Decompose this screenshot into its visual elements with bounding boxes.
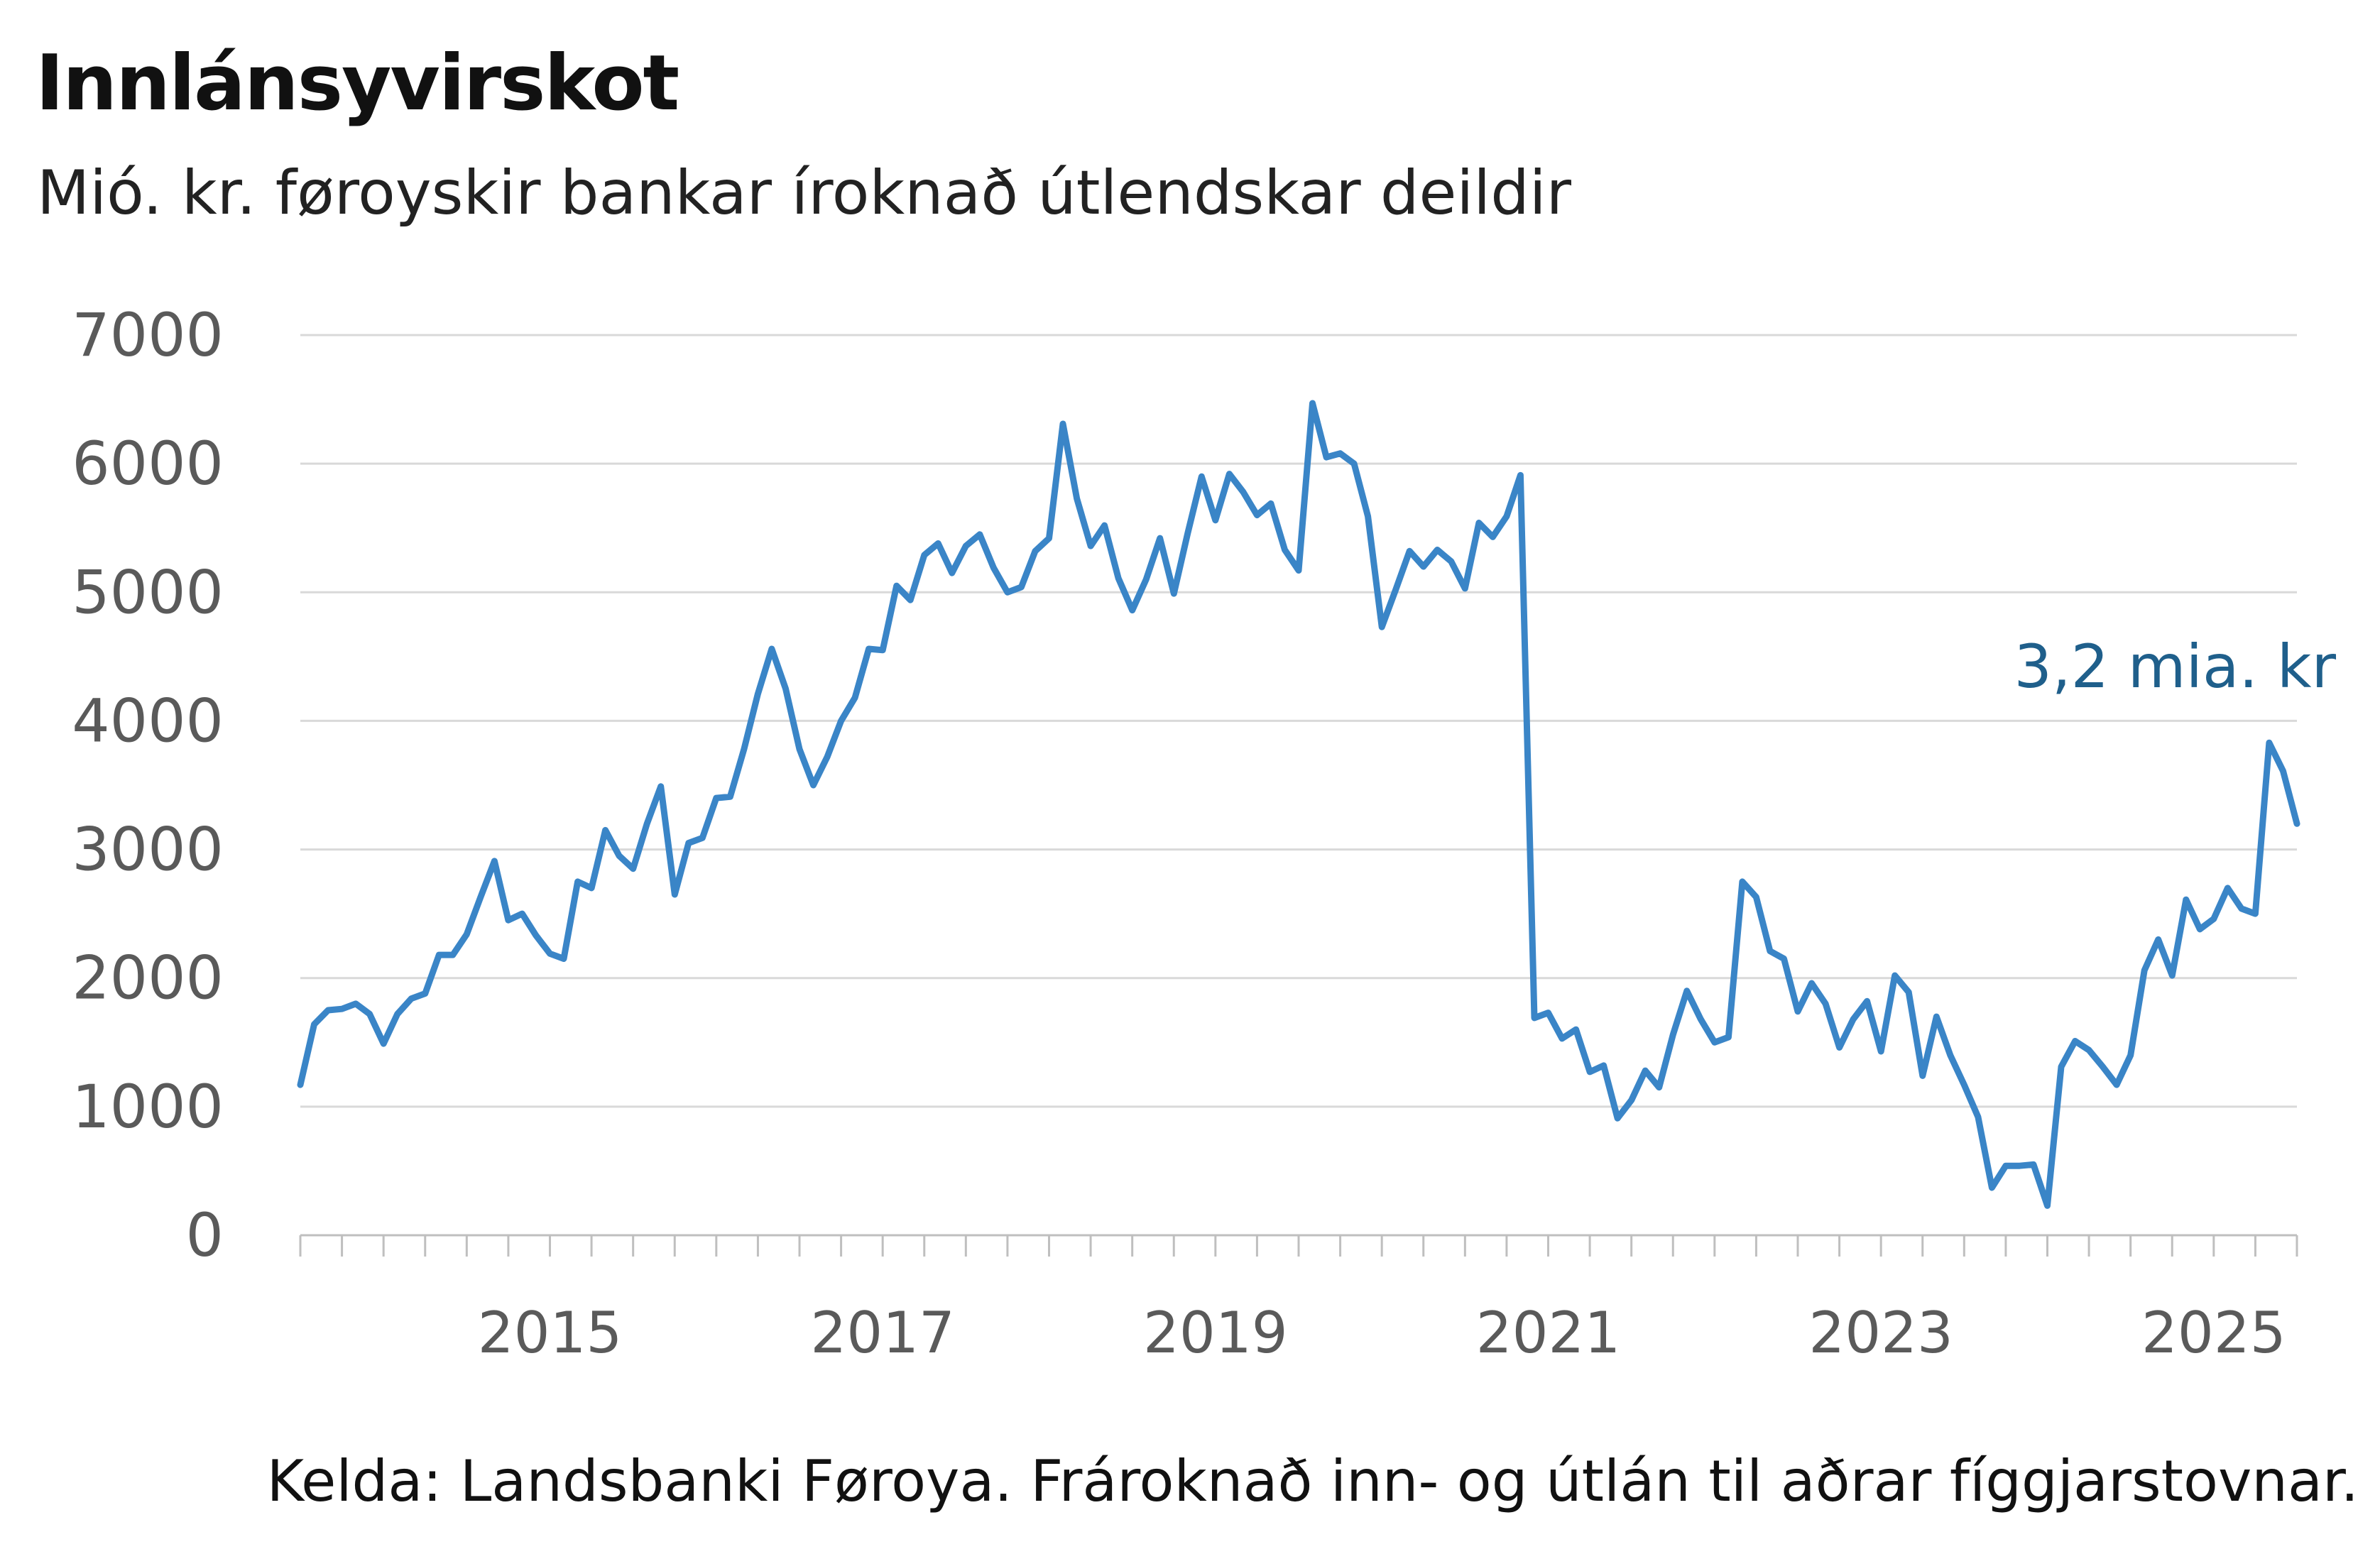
- x-tick-label: 2019: [1143, 1300, 1288, 1366]
- y-tick-label: 7000: [72, 300, 224, 370]
- x-tick-label: 2015: [478, 1300, 623, 1366]
- y-tick-label: 3000: [72, 815, 224, 885]
- y-tick-label: 6000: [72, 429, 224, 498]
- x-axis: [299, 1234, 2298, 1257]
- source-note: Kelda: Landsbanki Føroya. Frároknað inn-…: [266, 1448, 2359, 1514]
- x-tick-label: 2017: [810, 1300, 955, 1366]
- series-layer: [297, 400, 2300, 1209]
- grid-lines: [300, 334, 2297, 1108]
- chart-subtitle: Mió. kr. føroyskir bankar íroknað útlend…: [37, 158, 1572, 229]
- y-tick-label: 2000: [72, 943, 224, 1013]
- annotation-layer: 3,2 mia. kr: [2014, 632, 2336, 701]
- y-tick-label: 5000: [72, 557, 224, 627]
- series-line: [297, 400, 2300, 1209]
- x-tick-label: 2021: [1476, 1300, 1621, 1366]
- x-tick-label: 2023: [1808, 1300, 1953, 1366]
- x-axis-tick-labels: 2015 2017 2019 2021 2023 2025: [478, 1300, 2286, 1366]
- y-tick-label: 1000: [72, 1072, 224, 1142]
- x-tick-label: 2025: [2141, 1300, 2286, 1366]
- y-tick-label: 0: [186, 1200, 224, 1270]
- chart-title: Innlánsyvirskot: [36, 39, 679, 128]
- annotation-label: 3,2 mia. kr: [2014, 632, 2336, 701]
- y-tick-label: 4000: [72, 686, 224, 755]
- y-axis-tick-labels: 0 1000 2000 3000 4000 5000 6000 7000: [72, 300, 224, 1270]
